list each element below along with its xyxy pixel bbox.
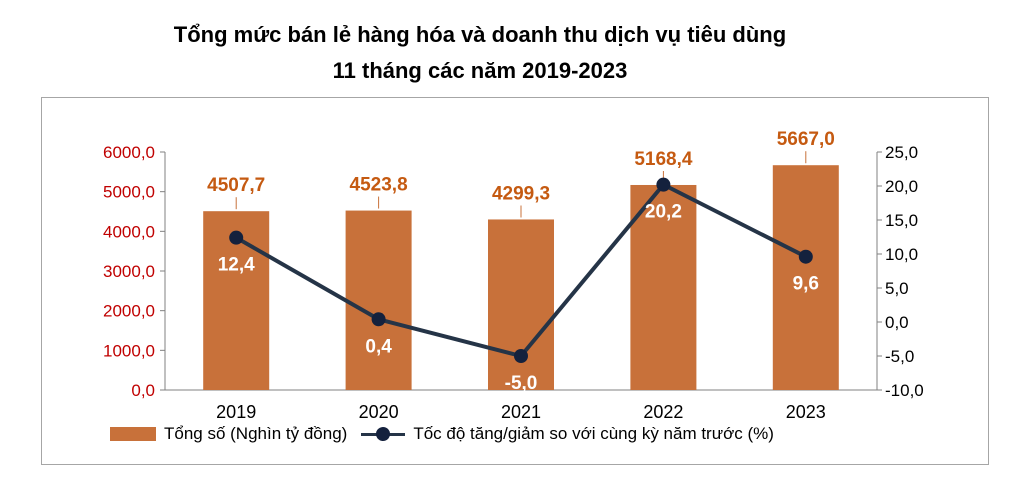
- growth-data-label: 9,6: [793, 274, 819, 295]
- growth-marker: [798, 249, 813, 264]
- growth-marker: [229, 230, 244, 245]
- bar-data-label: 4299,3: [492, 183, 550, 204]
- legend-item-bar: Tổng số (Nghìn tỷ đồng): [110, 424, 347, 444]
- growth-marker: [371, 312, 386, 327]
- y-left-tick-label: 5000,0: [103, 183, 155, 202]
- growth-marker: [514, 349, 528, 363]
- growth-data-label: 12,4: [218, 255, 255, 276]
- legend-swatch-bar: [110, 427, 156, 441]
- y-right-tick-label: 20,0: [885, 177, 918, 196]
- y-left-tick-label: 0,0: [131, 381, 155, 400]
- y-right-tick-label: 5,0: [885, 279, 909, 298]
- growth-marker: [656, 177, 671, 192]
- legend-swatch-line: [361, 427, 406, 441]
- chart-title-line-2: 11 tháng các năm 2019-2023: [332, 58, 628, 83]
- y-left-tick-label: 3000,0: [103, 262, 155, 281]
- x-tick-label: 2023: [786, 402, 826, 422]
- y-right-tick-label: 0,0: [885, 313, 909, 332]
- x-tick-label: 2022: [643, 402, 683, 422]
- x-tick-label: 2021: [501, 402, 541, 422]
- y-left-tick-label: 1000,0: [103, 341, 155, 360]
- legend-label-bar: Tổng số (Nghìn tỷ đồng): [164, 424, 348, 443]
- y-right-tick-label: 25,0: [885, 143, 918, 162]
- y-left-tick-label: 4000,0: [103, 222, 155, 241]
- y-right-tick-label: -5,0: [885, 347, 914, 366]
- bar: [345, 210, 412, 390]
- legend-label-line: Tốc độ tăng/giảm so với cùng kỳ năm trướ…: [413, 424, 774, 443]
- bar-data-label: 4523,8: [350, 175, 408, 196]
- x-tick-label: 2019: [216, 402, 256, 422]
- bar: [772, 165, 839, 390]
- growth-data-label: -5,0: [505, 373, 538, 394]
- y-right-tick-label: 15,0: [885, 211, 918, 230]
- x-tick-label: 2020: [359, 402, 399, 422]
- growth-data-label: 20,2: [645, 202, 682, 223]
- bar-data-label: 5168,4: [634, 149, 693, 170]
- bar: [488, 219, 554, 390]
- legend: Tổng số (Nghìn tỷ đồng) Tốc độ tăng/giảm…: [110, 424, 788, 444]
- bar-data-label: 5667,0: [777, 129, 835, 150]
- legend-item-line: Tốc độ tăng/giảm so với cùng kỳ năm trướ…: [361, 424, 774, 444]
- chart-title-line-1: Tổng mức bán lẻ hàng hóa và doanh thu dị…: [173, 22, 787, 47]
- chart-frame: [41, 97, 989, 465]
- y-left-tick-label: 2000,0: [103, 302, 155, 321]
- growth-data-label: 0,4: [365, 336, 392, 357]
- bar: [630, 184, 697, 390]
- y-right-tick-label: 10,0: [885, 245, 918, 264]
- bar-data-label: 4507,7: [207, 175, 265, 196]
- y-right-tick-label: -10,0: [885, 381, 924, 400]
- y-left-tick-label: 6000,0: [103, 143, 155, 162]
